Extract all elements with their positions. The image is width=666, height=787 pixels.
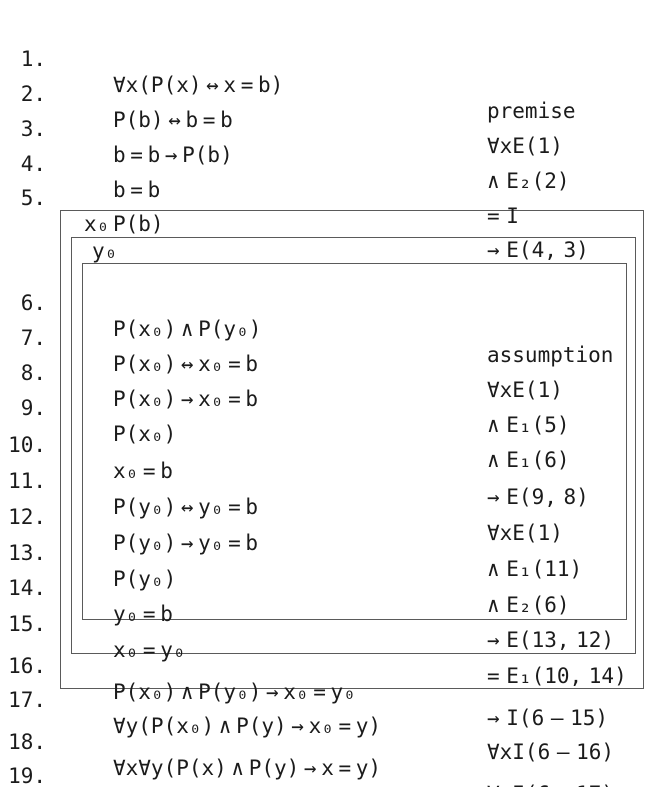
- line-formula: ∀x(P(x) ↔ x = b): [113, 73, 284, 97]
- proof-line-17: 17. ∀y(P(x₀) ∧ P(y) → x₀ = y) ∀xI(6 – 16…: [0, 661, 666, 764]
- line-number: 10.: [8, 433, 46, 457]
- line-justification: assumption: [487, 343, 614, 367]
- line-formula: P(x₀) → x₀ = b: [113, 387, 259, 411]
- line-number: 14.: [8, 576, 46, 600]
- line-justification: ∀xE(1): [487, 378, 563, 402]
- line-justification: ∀xE(1): [487, 134, 563, 158]
- proof-line-4: 4. b = b = I: [0, 125, 666, 228]
- line-justification: ∀xI(6 – 17): [487, 781, 614, 787]
- line-formula: P(x₀) ∧ P(y₀): [113, 317, 262, 341]
- line-number: 2.: [20, 82, 46, 106]
- line-formula: y₀ = b: [113, 602, 173, 626]
- line-number: 12.: [8, 505, 46, 529]
- proof-line-1: 1. ∀x(P(x) ↔ x = b) premise: [0, 20, 666, 123]
- proof-line-7: 7. P(x₀) ↔ x₀ = b ∀xE(1): [0, 299, 666, 402]
- line-formula: ∀x∀y(P(x) ∧ P(y) → x = y): [113, 756, 382, 780]
- line-number: 6.: [20, 291, 46, 315]
- line-formula: P(y₀) ↔ y₀ = b: [113, 495, 259, 519]
- line-number: 7.: [20, 326, 46, 350]
- line-number: 5.: [20, 186, 46, 210]
- line-formula: P(b): [113, 212, 164, 236]
- line-number: 18.: [8, 730, 46, 754]
- line-justification: → E(9, 8): [487, 485, 589, 509]
- proof-line-2: 2. P(b) ↔ b = b ∀xE(1): [0, 55, 666, 158]
- box-variable-label-y0: y₀: [92, 239, 118, 263]
- line-justification: ∧ E₂(2): [487, 169, 570, 193]
- line-number: 19.: [8, 764, 46, 787]
- proof-line-18: 18. ∀x∀y(P(x) ∧ P(y) → x = y) ∀xI(6 – 17…: [0, 703, 666, 787]
- line-formula: ∀y(P(x₀) ∧ P(y) → x₀ = y): [113, 714, 382, 738]
- line-justification: → I(6 – 15): [487, 706, 609, 730]
- line-justification: ∀xI(6 – 16): [487, 740, 615, 764]
- line-justification: ∧ E₁(6): [487, 448, 570, 472]
- line-justification: ∧ E₂(6): [487, 593, 570, 617]
- line-number: 1.: [20, 47, 46, 71]
- proof-line-10: 10. x₀ = b → E(9, 8): [0, 406, 666, 509]
- line-formula: P(x₀): [113, 422, 177, 446]
- line-justification: → E(4, 3): [487, 238, 589, 262]
- line-justification: = E₁(10, 14): [487, 664, 627, 688]
- proof-line-9: 9. P(x₀) ∧ E₁(6): [0, 369, 666, 472]
- line-number: 4.: [20, 152, 46, 176]
- line-justification: ∧ E₁(11): [487, 557, 583, 581]
- line-number: 17.: [8, 688, 46, 712]
- line-justification: premise: [487, 99, 576, 123]
- line-formula: x₀ = b: [113, 459, 173, 483]
- line-formula: x₀ = y₀: [113, 638, 186, 662]
- line-justification: = I: [487, 204, 519, 228]
- line-number: 8.: [20, 361, 46, 385]
- line-number: 9.: [20, 396, 46, 420]
- proof-line-12: 12. P(y₀) → y₀ = b ∧ E₁(11): [0, 478, 666, 581]
- proof-line-13: 13. P(y₀) ∧ E₂(6): [0, 514, 666, 617]
- proof-line-19: 19. P(b) ∧ ∀x∀y(P(x) ∧ P(y) → x = y) ∧ I…: [0, 737, 666, 787]
- proof-line-8: 8. P(x₀) → x₀ = b ∧ E₁(5): [0, 334, 666, 437]
- proof-line-15: 15. x₀ = y₀ = E₁(10, 14): [0, 585, 666, 688]
- scope-box-x0: [60, 210, 644, 689]
- proof-line-14: 14. y₀ = b → E(13, 12): [0, 549, 666, 652]
- line-formula: P(y₀): [113, 567, 177, 591]
- line-formula: b = b: [113, 178, 161, 202]
- proof-line-3: 3. b = b → P(b) ∧ E₂(2): [0, 90, 666, 193]
- line-justification: ∀xE(1): [487, 521, 563, 545]
- scope-box-y0: [71, 237, 636, 654]
- line-number: 13.: [8, 541, 46, 565]
- line-number: 3.: [20, 117, 46, 141]
- line-formula: P(x₀) ∧ P(y₀) → x₀ = y₀: [113, 680, 356, 704]
- line-formula: P(x₀) ↔ x₀ = b: [113, 352, 259, 376]
- line-number: 11.: [8, 469, 46, 493]
- line-justification: ∧ E₁(5): [487, 413, 570, 437]
- proof-line-5: 5. P(b) → E(4, 3): [0, 159, 666, 262]
- proof-line-16: 16. P(x₀) ∧ P(y₀) → x₀ = y₀ → I(6 – 15): [0, 627, 666, 730]
- assumption-box: [82, 263, 627, 620]
- line-justification: → E(13, 12): [487, 628, 615, 652]
- line-number: 15.: [8, 612, 46, 636]
- proof-line-6: 6. P(x₀) ∧ P(y₀) assumption: [0, 264, 666, 367]
- proof-line-11: 11. P(y₀) ↔ y₀ = b ∀xE(1): [0, 442, 666, 545]
- line-number: 16.: [8, 654, 46, 678]
- line-formula: b = b → P(b): [113, 143, 233, 167]
- line-formula: P(b) ↔ b = b: [113, 108, 233, 132]
- box-variable-label-x0: x₀: [84, 212, 110, 236]
- line-formula: P(y₀) → y₀ = b: [113, 531, 259, 555]
